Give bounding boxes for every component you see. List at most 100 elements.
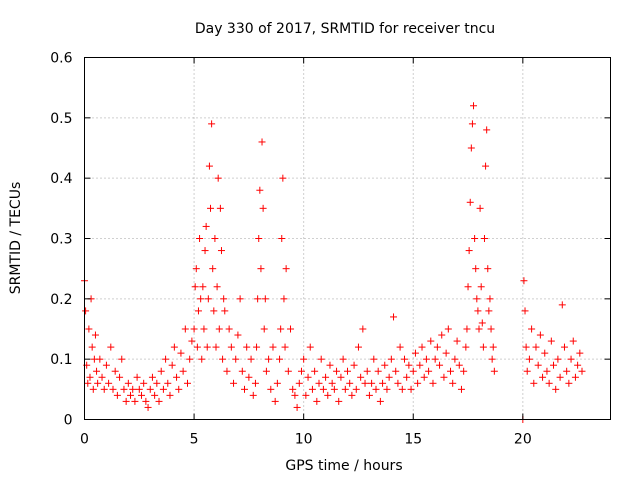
data-point [302, 391, 310, 399]
data-point [120, 385, 128, 393]
data-point [352, 385, 360, 393]
data-point [256, 186, 264, 194]
data-point [379, 379, 387, 387]
data-point [199, 283, 207, 291]
chart-title: Day 330 of 2017, SRMTID for receiver tnc… [195, 21, 495, 37]
data-point [484, 265, 492, 273]
data-point [335, 397, 343, 405]
data-point [181, 325, 189, 333]
data-point [271, 397, 279, 405]
data-point [521, 307, 529, 315]
data-point [477, 283, 485, 291]
data-point [330, 385, 338, 393]
data-point [480, 235, 488, 242]
data-point [390, 313, 398, 321]
data-point [319, 385, 327, 393]
data-point [157, 367, 165, 375]
data-point [436, 361, 444, 369]
data-point [140, 379, 148, 387]
data-point [359, 325, 367, 333]
data-point [416, 361, 424, 369]
data-point [337, 373, 345, 381]
data-point [473, 295, 481, 303]
data-point [403, 373, 411, 381]
data-point [124, 379, 132, 387]
data-point [243, 343, 251, 351]
data-point [213, 283, 221, 291]
data-point [202, 222, 210, 230]
data-point [407, 385, 415, 393]
data-point [164, 379, 172, 387]
data-point [464, 283, 472, 291]
data-point [315, 379, 323, 387]
data-point [300, 355, 308, 363]
data-point [251, 379, 259, 387]
data-point [472, 265, 480, 273]
data-point [578, 367, 586, 375]
data-point [273, 379, 281, 387]
data-point [552, 385, 560, 393]
data-point [385, 373, 393, 381]
data-point [440, 373, 448, 381]
data-point [394, 379, 402, 387]
data-point [88, 343, 96, 351]
data-point [547, 337, 555, 345]
y-tick-label: 0.4 [50, 171, 72, 187]
data-point [420, 373, 428, 381]
data-point [447, 367, 455, 375]
data-point [234, 331, 242, 339]
data-point [144, 403, 152, 411]
data-point [324, 391, 332, 399]
data-point [284, 367, 292, 375]
data-point [438, 331, 446, 339]
data-point [191, 283, 199, 291]
data-point [387, 355, 395, 363]
data-point [418, 343, 426, 351]
data-point [188, 337, 196, 345]
data-point [489, 343, 497, 351]
data-point [550, 361, 558, 369]
data-point [257, 265, 265, 273]
data-point [281, 343, 289, 351]
data-point [258, 138, 266, 146]
data-point [368, 379, 376, 387]
data-point [194, 307, 202, 315]
data-point [381, 361, 389, 369]
data-point [192, 265, 200, 273]
grid-layer [84, 57, 611, 420]
data-point [179, 367, 187, 375]
x-tick-label: 10 [295, 432, 313, 448]
data-point [162, 355, 170, 363]
data-point [254, 295, 262, 303]
data-point [276, 355, 284, 363]
data-point [238, 367, 246, 375]
data-point [396, 343, 404, 351]
data-point [520, 277, 528, 285]
data-point [225, 325, 233, 333]
data-point [212, 343, 220, 351]
data-point [186, 355, 194, 363]
data-point [536, 331, 544, 339]
data-point [205, 162, 213, 170]
data-point [146, 385, 154, 393]
data-point [201, 247, 209, 255]
data-point [376, 397, 384, 405]
data-point [259, 204, 267, 212]
y-tick-label: 0.5 [50, 111, 72, 127]
data-point [468, 120, 476, 128]
data-point [297, 367, 305, 375]
data-point [466, 198, 474, 206]
data-point [153, 379, 161, 387]
data-point [341, 385, 349, 393]
data-point [556, 373, 564, 381]
data-point [196, 235, 204, 242]
data-point [89, 385, 97, 393]
data-point [348, 391, 356, 399]
data-point [267, 385, 275, 393]
data-point [571, 373, 579, 381]
data-point [313, 397, 321, 405]
data-point [111, 367, 119, 375]
data-point [398, 385, 406, 393]
data-point [265, 355, 273, 363]
data-point [463, 325, 471, 333]
